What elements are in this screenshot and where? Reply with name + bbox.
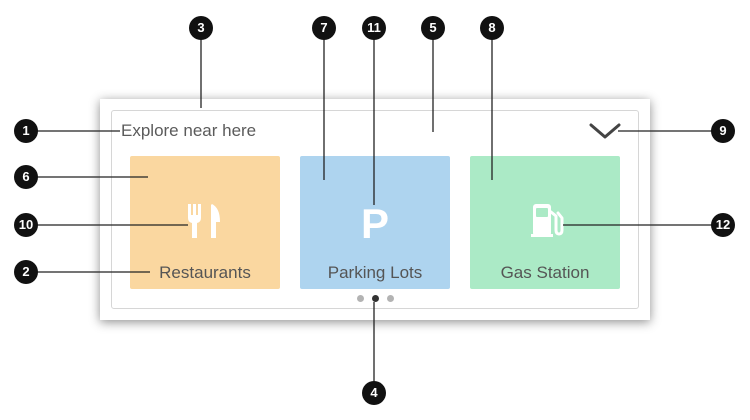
pager-dot[interactable] [357,295,364,302]
callout-12: 12 [711,213,735,237]
pager-dot[interactable] [387,295,394,302]
tile-label-parking-lots: Parking Lots [327,263,423,282]
pager-dots [355,295,395,305]
callout-6: 6 [14,165,38,189]
callout-1: 1 [14,119,38,143]
callout-10: 10 [14,213,38,237]
tile-label-gas-station: Gas Station [500,263,590,282]
chevron-down-icon[interactable] [588,120,622,142]
pager-dot-active[interactable] [372,295,379,302]
tile-gas-station[interactable]: Gas Station [470,156,620,289]
gas-pump-icon [531,204,564,237]
callout-8: 8 [480,16,504,40]
callout-7: 7 [312,16,336,40]
callout-5: 5 [421,16,445,40]
panel-title: Explore near here [121,121,257,140]
callout-2: 2 [14,260,38,284]
tile-parking-lots[interactable]: P Parking Lots [300,156,450,289]
callout-4: 4 [362,381,386,405]
fork-knife-icon [188,204,220,238]
tile-label-restaurants: Restaurants [159,263,251,282]
callout-3: 3 [189,16,213,40]
parking-icon: P [361,200,389,242]
callout-9: 9 [711,119,735,143]
callout-11: 11 [362,16,386,40]
svg-text:P: P [361,200,389,242]
tile-restaurants[interactable]: Restaurants [130,156,280,289]
